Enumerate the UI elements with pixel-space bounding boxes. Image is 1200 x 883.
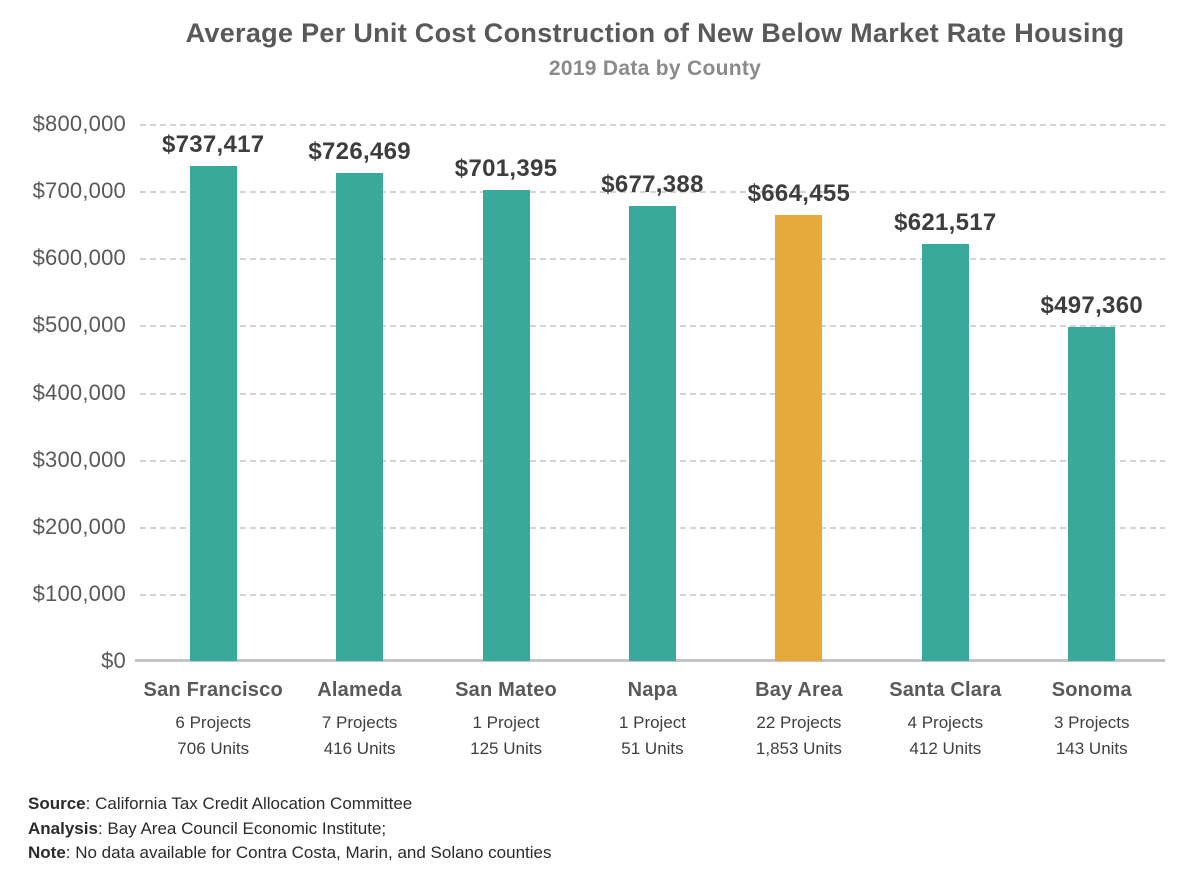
x-category-name: Napa	[627, 679, 678, 701]
x-category-santa-clara: Santa Clara 4 Projects 412 Units	[872, 679, 1018, 762]
x-category-sonoma: Sonoma 3 Projects 143 Units	[1019, 679, 1165, 762]
availability-note-text: : No data available for Contra Costa, Ma…	[65, 843, 552, 862]
gridline	[140, 124, 1165, 126]
y-tick-label: $0	[101, 648, 126, 673]
bar-slot-san-francisco: $737,417	[140, 124, 286, 661]
x-category-subline: 7 Projects	[321, 713, 398, 732]
bar-slot-santa-clara: $621,517	[872, 124, 1018, 661]
availability-note-label: Note	[28, 843, 66, 862]
x-category-san-francisco: San Francisco 6 Projects 706 Units	[140, 679, 286, 762]
bar	[628, 206, 676, 661]
bar-value-label: $621,517	[894, 208, 997, 236]
x-category-subline: 1,853 Units	[755, 739, 842, 758]
bar-value-label: $497,360	[1040, 292, 1143, 320]
x-category-subline: 412 Units	[909, 739, 982, 758]
x-category-name: San Francisco	[143, 679, 283, 701]
bars-row: $737,417 $726,469 $701,395 $677,388 $664,455…	[140, 124, 1165, 661]
analysis-note-text: : Bay Area Council Economic Institute;	[97, 818, 387, 838]
bar	[336, 173, 384, 661]
x-category-subline: 4 Projects	[907, 713, 984, 732]
bar-value-label: $664,455	[747, 180, 851, 207]
bar	[921, 243, 969, 661]
x-category-name: Alameda	[317, 679, 403, 701]
y-tick-label: $500,000	[32, 312, 126, 337]
bar-value-label: $726,469	[308, 138, 411, 166]
x-category-name: San Mateo	[455, 679, 557, 701]
analysis-note-label: Analysis	[28, 818, 98, 838]
x-category-bay-area: Bay Area 22 Projects 1,853 Units	[726, 679, 872, 762]
x-category-subline: 1 Project	[472, 713, 540, 732]
y-tick-label: $100,000	[32, 581, 126, 606]
x-category-subline: 125 Units	[470, 739, 542, 758]
y-tick-label: $800,000	[32, 111, 126, 136]
x-category-name: Sonoma	[1051, 679, 1132, 701]
y-tick-label: $600,000	[32, 245, 126, 270]
bar-value-label: $701,395	[454, 155, 558, 183]
bar-slot-napa: $677,388	[579, 124, 725, 661]
bar-slot-sonoma: $497,360	[1019, 124, 1165, 661]
x-category-subline: 51 Units	[621, 739, 684, 758]
x-category-subline: 706 Units	[177, 739, 250, 758]
y-tick-label: $700,000	[32, 178, 126, 203]
x-category-name: Bay Area	[755, 679, 843, 701]
x-category-napa: Napa 1 Project 51 Units	[579, 679, 725, 762]
source-note-text: : California Tax Credit Allocation Commi…	[85, 794, 413, 813]
gridline	[140, 191, 1165, 193]
bar-slot-bay-area: $664,455	[726, 124, 872, 661]
x-category-subline: 143 Units	[1055, 739, 1128, 758]
x-category-name: Santa Clara	[889, 679, 1002, 701]
bar-slot-san-mateo: $701,395	[433, 124, 579, 661]
availability-note: Note: No data available for Contra Costa…	[28, 841, 552, 866]
footer-notes: Source: California Tax Credit Allocation…	[28, 792, 552, 866]
bar	[482, 190, 530, 661]
bar	[775, 215, 823, 661]
x-category-subline: 1 Project	[618, 713, 687, 732]
x-category-subline: 3 Projects	[1053, 713, 1130, 732]
y-tick-label: $300,000	[32, 447, 126, 472]
source-note: Source: California Tax Credit Allocation…	[28, 792, 552, 817]
bar	[1068, 327, 1116, 661]
y-axis: $800,000 $700,000 $600,000 $500,000 $400,000…	[0, 111, 126, 673]
bar-value-label: $677,388	[601, 171, 704, 199]
x-category-san-mateo: San Mateo 1 Project 125 Units	[433, 679, 579, 762]
x-category-subline: 416 Units	[323, 739, 396, 758]
y-tick-label: $400,000	[32, 380, 126, 405]
x-category-subline: 22 Projects	[756, 713, 842, 732]
plot-area: $737,417 $726,469 $701,395 $677,388 $664,455…	[135, 124, 1165, 662]
y-tick-label: $200,000	[32, 514, 126, 539]
x-category-alameda: Alameda 7 Projects 416 Units	[286, 679, 432, 762]
source-note-label: Source	[28, 794, 86, 813]
x-category-subline: 6 Projects	[175, 713, 251, 732]
analysis-note: Analysis: Bay Area Council Economic Inst…	[28, 817, 552, 842]
bar-slot-alameda: $726,469	[286, 124, 432, 661]
bar	[189, 166, 237, 661]
chart-subtitle: 2019 Data by County	[548, 57, 762, 80]
bar-value-label: $737,417	[161, 131, 265, 159]
chart-title: Average Per Unit Cost Construction of Ne…	[185, 18, 1125, 48]
x-axis-labels: San Francisco 6 Projects 706 Units Alameda 7…	[140, 679, 1165, 762]
